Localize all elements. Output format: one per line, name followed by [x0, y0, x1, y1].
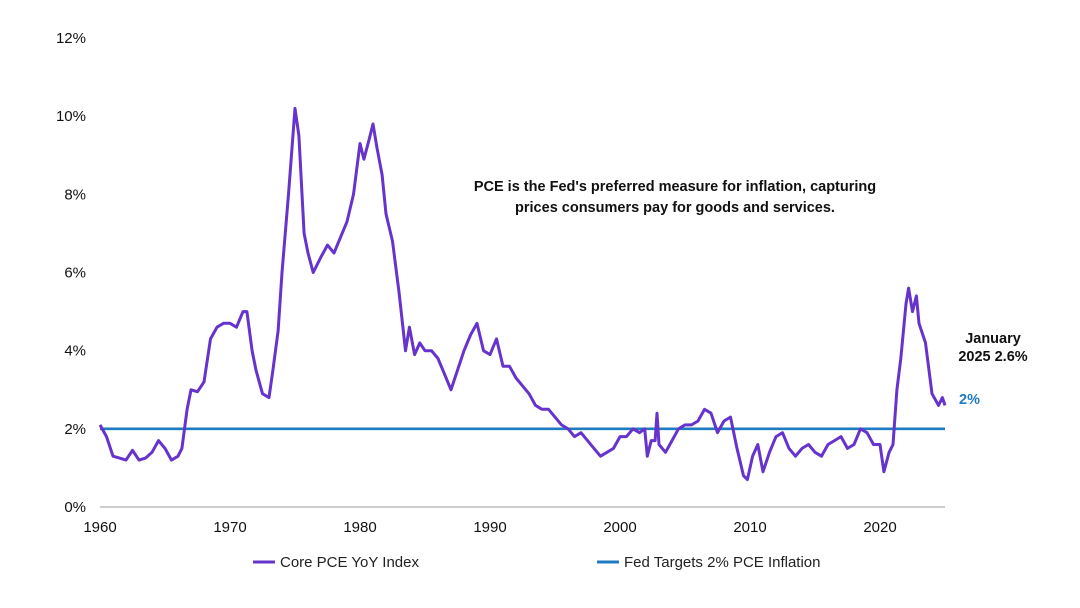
y-tick-label: 12% — [56, 30, 86, 47]
y-tick-label: 6% — [64, 265, 86, 282]
x-tick-label: 1960 — [83, 519, 116, 536]
end-label-line-2: 2025 2.6% — [958, 349, 1027, 365]
series-line-core-pce — [98, 106, 947, 482]
y-tick-label: 0% — [64, 499, 86, 516]
x-tick-label: 2020 — [863, 519, 896, 536]
x-tick-label: 1980 — [343, 519, 376, 536]
x-tick-label: 2000 — [603, 519, 636, 536]
legend-label-core-pce: Core PCE YoY Index — [280, 554, 419, 571]
x-tick-label: 1970 — [213, 519, 246, 536]
y-tick-label: 4% — [64, 343, 86, 360]
y-tick-label: 10% — [56, 108, 86, 125]
series-group — [98, 106, 947, 482]
legend-label-fed-target: Fed Targets 2% PCE Inflation — [624, 554, 821, 571]
x-tick-label: 1990 — [473, 519, 506, 536]
annotation-line-2: prices consumers pay for goods and servi… — [515, 200, 835, 216]
target-label: 2% — [959, 392, 980, 408]
y-tick-label: 8% — [64, 186, 86, 203]
end-label-line-1: January — [965, 331, 1021, 347]
annotation-line-1: PCE is the Fed's preferred measure for i… — [474, 179, 876, 195]
legend: Core PCE YoY Index Fed Targets 2% PCE In… — [253, 554, 821, 571]
y-tick-label: 2% — [64, 421, 86, 438]
x-tick-label: 2010 — [733, 519, 766, 536]
x-axis-ticks: 1960 1970 1980 1990 2000 2010 2020 — [83, 519, 896, 536]
y-axis-ticks: 0% 2% 4% 6% 8% 10% 12% — [56, 30, 86, 516]
